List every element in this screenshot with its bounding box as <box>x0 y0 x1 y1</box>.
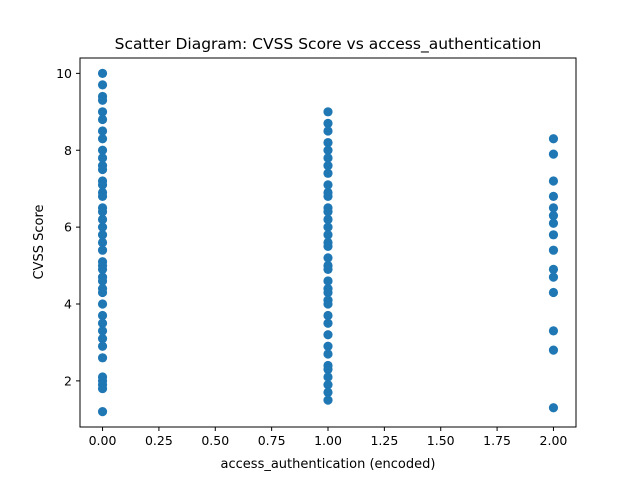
data-point <box>323 264 333 275</box>
data-point <box>323 168 333 178</box>
y-axis-label: CVSS Score <box>32 204 47 279</box>
data-point <box>97 214 108 225</box>
x-tick-label: 0.50 <box>201 433 229 448</box>
data-point <box>548 218 559 228</box>
data-point <box>97 153 108 163</box>
data-point <box>323 180 333 190</box>
data-point <box>323 118 333 128</box>
data-point <box>548 134 559 144</box>
x-tick-label: 0.75 <box>258 433 286 448</box>
data-point <box>323 153 333 163</box>
data-point <box>97 237 108 248</box>
data-point <box>97 310 108 321</box>
data-point <box>323 380 333 390</box>
data-point <box>323 387 333 398</box>
data-point <box>323 287 333 298</box>
data-point <box>548 149 559 159</box>
chart-title: Scatter Diagram: CVSS Score vs access_au… <box>115 35 542 54</box>
y-tick-label: 2 <box>64 373 72 388</box>
data-points <box>97 68 559 417</box>
data-point <box>97 287 108 298</box>
data-point <box>323 299 333 309</box>
data-point <box>323 372 333 382</box>
data-point <box>548 191 559 201</box>
data-point <box>97 230 108 240</box>
data-point <box>97 207 108 217</box>
y-tick-label: 10 <box>56 66 72 81</box>
data-point <box>323 253 333 263</box>
data-point <box>97 353 108 363</box>
plot-area-frame <box>79 57 577 428</box>
data-point <box>548 264 559 275</box>
data-point <box>97 341 108 351</box>
data-point <box>97 264 108 275</box>
data-point <box>548 272 559 282</box>
y-tick-label: 6 <box>64 220 72 235</box>
data-point <box>97 134 108 144</box>
x-tick-label: 0.25 <box>145 433 173 448</box>
data-point <box>323 276 333 286</box>
data-point <box>323 395 333 405</box>
data-point <box>97 145 108 155</box>
data-point <box>323 230 333 240</box>
data-point <box>323 207 333 217</box>
data-point <box>97 383 108 394</box>
data-point <box>97 407 108 417</box>
x-tick-label: 1.75 <box>483 433 511 448</box>
y-tick-label: 4 <box>64 297 72 312</box>
data-point <box>97 114 108 125</box>
data-point <box>548 345 559 355</box>
y-tick-label: 8 <box>64 143 72 158</box>
data-point <box>548 176 559 186</box>
data-point <box>548 287 559 298</box>
data-point <box>323 107 333 117</box>
data-point <box>323 214 333 225</box>
data-point <box>97 318 108 328</box>
data-point <box>548 403 559 413</box>
data-point <box>323 241 333 251</box>
data-point <box>97 126 108 136</box>
data-point <box>548 245 559 255</box>
data-point <box>548 326 559 336</box>
data-point <box>323 341 333 351</box>
data-point <box>97 276 108 286</box>
data-point <box>323 145 333 155</box>
data-point <box>323 161 333 171</box>
data-point <box>97 68 108 78</box>
x-axis-label: access_authentication (encoded) <box>221 457 436 472</box>
data-point <box>548 210 559 221</box>
data-point <box>323 349 333 359</box>
data-point <box>323 191 333 201</box>
data-point <box>548 203 559 213</box>
y-axis-ticks: 2 4 6 8 10 <box>56 66 80 388</box>
data-point <box>323 330 333 340</box>
data-point <box>97 80 108 90</box>
data-point <box>323 364 333 374</box>
data-point <box>97 191 108 201</box>
data-point <box>323 137 333 148</box>
data-point <box>97 180 108 190</box>
data-point <box>323 318 333 328</box>
x-tick-label: 2.00 <box>540 433 568 448</box>
data-point <box>323 126 333 136</box>
data-point <box>97 107 108 117</box>
data-point <box>97 245 108 255</box>
data-point <box>323 310 333 321</box>
data-point <box>97 222 108 232</box>
x-tick-label: 1.50 <box>427 433 455 448</box>
x-axis-ticks: 0.00 0.25 0.50 0.75 1.00 1.25 1.50 1.75 2.00 <box>89 427 568 448</box>
data-point <box>97 326 108 336</box>
x-tick-label: 1.00 <box>314 433 342 448</box>
x-tick-label: 0.00 <box>89 433 117 448</box>
data-point <box>97 333 108 344</box>
data-point <box>97 95 108 105</box>
x-tick-label: 1.25 <box>370 433 398 448</box>
data-point <box>97 299 108 309</box>
data-point <box>97 164 108 175</box>
data-point <box>323 222 333 232</box>
data-point <box>548 230 559 240</box>
